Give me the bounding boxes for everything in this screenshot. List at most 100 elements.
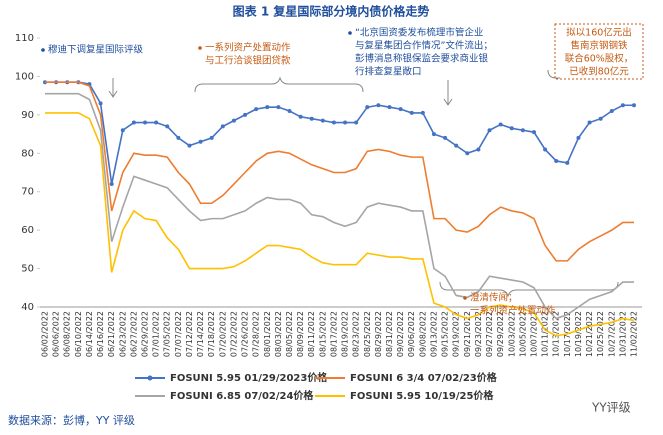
series-line <box>45 92 634 320</box>
point <box>387 105 392 110</box>
point <box>320 118 325 123</box>
point <box>365 105 370 110</box>
point <box>220 124 225 129</box>
bullet <box>348 31 352 35</box>
series-line <box>45 112 635 337</box>
annotation-text: 澄清传闻； <box>470 292 518 304</box>
point <box>276 105 281 110</box>
y-tick-label: 50 <box>21 264 34 275</box>
point <box>287 109 292 114</box>
x-tick-label: 07/18/2022 <box>207 311 216 357</box>
y-tick-label: 70 <box>21 187 34 198</box>
y-tick-label: 80 <box>21 148 34 159</box>
x-tick-label: 07/20/2022 <box>218 311 227 357</box>
y-tick-label: 40 <box>21 302 34 313</box>
x-tick-label: 09/27/2022 <box>485 311 494 357</box>
x-tick-label: 07/14/2022 <box>196 311 205 357</box>
point <box>176 135 181 140</box>
point <box>620 103 625 108</box>
point <box>565 160 570 165</box>
x-tick-label: 08/09/2022 <box>296 311 305 357</box>
y-tick-label: 110 <box>15 33 34 44</box>
annotation-text: 彭博消息称银保监会要求商业银 <box>355 53 489 65</box>
y-tick-label: 90 <box>21 110 34 121</box>
point <box>143 120 148 125</box>
point <box>476 147 481 152</box>
point <box>465 151 470 156</box>
x-tick-label: 07/26/2022 <box>241 311 250 357</box>
x-tick-label: 08/31/2022 <box>385 311 394 357</box>
x-tick-label: 07/28/2022 <box>252 311 261 357</box>
x-tick-label: 08/25/2022 <box>363 311 372 357</box>
point <box>431 132 436 137</box>
point <box>265 105 270 110</box>
x-tick-label: 06/16/2022 <box>96 311 105 357</box>
annotation-text: 穆迪下调复星国际评级 <box>48 44 144 56</box>
annotation: 穆迪下调复星国际评级 <box>41 44 144 56</box>
x-tick-label: 06/14/2022 <box>85 311 94 357</box>
series-line <box>45 81 634 262</box>
point <box>420 110 425 115</box>
annotation-text: 拟以160亿元出 <box>566 27 632 39</box>
point <box>443 135 448 140</box>
x-tick-label: 09/13/2022 <box>429 311 438 357</box>
x-tick-label: 10/31/2022 <box>618 311 627 357</box>
annotation-text: 与工行洽谈银团贷款 <box>205 55 291 67</box>
point <box>543 147 548 152</box>
x-tick-label: 09/23/2022 <box>474 311 483 357</box>
x-tick-label: 09/21/2022 <box>463 311 472 357</box>
point <box>120 128 125 133</box>
x-tick-label: 09/02/2022 <box>396 311 405 357</box>
annotation-text: 行排查复星敞口 <box>355 66 422 78</box>
x-tick-label: 08/11/2022 <box>307 311 316 357</box>
x-tick-label: 08/05/2022 <box>285 311 294 357</box>
x-tick-label: 06/08/2022 <box>63 311 72 357</box>
point <box>243 112 248 117</box>
point <box>165 124 170 129</box>
x-tick-label: 07/22/2022 <box>229 311 238 357</box>
annotation-text: 售南京钢钢铁 <box>570 40 628 52</box>
point <box>331 120 336 125</box>
x-tick-label: 09/19/2022 <box>452 311 461 357</box>
chart-title: 图表 1 复星国际部分境内债价格走势 <box>233 4 430 19</box>
annotation-text: 一系列资产处置动作 <box>205 42 291 54</box>
watermark: YY评级 <box>591 401 631 415</box>
x-tick-label: 08/23/2022 <box>352 311 361 357</box>
x-tick-label: 09/29/2022 <box>496 311 505 357</box>
x-tick-label: 10/13/2022 <box>552 311 561 357</box>
point <box>254 107 259 112</box>
point <box>298 114 303 119</box>
x-tick-label: 08/29/2022 <box>374 311 383 357</box>
x-tick-label: 07/01/2022 <box>152 311 161 357</box>
annotation-text: 与复星集团合作情况”文件流出； <box>355 40 493 52</box>
legend-label: FOSUNI 6 3/4 07/02/23价格 <box>350 371 498 384</box>
x-tick-label: 07/07/2022 <box>174 311 183 357</box>
annotation: 澄清传闻；一系列资产处置动作 <box>463 292 556 317</box>
x-tick-label: 09/08/2022 <box>418 311 427 357</box>
point <box>398 107 403 112</box>
bullet <box>463 296 467 300</box>
point <box>487 128 492 133</box>
point <box>343 120 348 125</box>
point <box>576 135 581 140</box>
point <box>209 135 214 140</box>
point <box>498 122 503 127</box>
point <box>554 158 559 163</box>
x-tick-label: 08/17/2022 <box>329 311 338 357</box>
annotation-text: “北京国资委发布梳理市管企业 <box>355 27 483 39</box>
x-tick-label: 08/03/2022 <box>274 311 283 357</box>
y-tick-label: 100 <box>15 71 34 82</box>
x-tick-label: 10/03/2022 <box>507 311 516 357</box>
legend-label: FOSUNI 6.85 07/02/24价格 <box>170 389 314 402</box>
point <box>309 116 314 121</box>
point <box>531 130 536 135</box>
bullet <box>198 46 202 50</box>
x-tick-label: 06/29/2022 <box>141 311 150 357</box>
x-tick-label: 10/27/2022 <box>607 311 616 357</box>
legend-label: FOSUNI 5.95 01/29/2023价格 <box>170 371 328 384</box>
x-tick-label: 10/19/2022 <box>574 311 583 357</box>
point <box>587 120 592 125</box>
